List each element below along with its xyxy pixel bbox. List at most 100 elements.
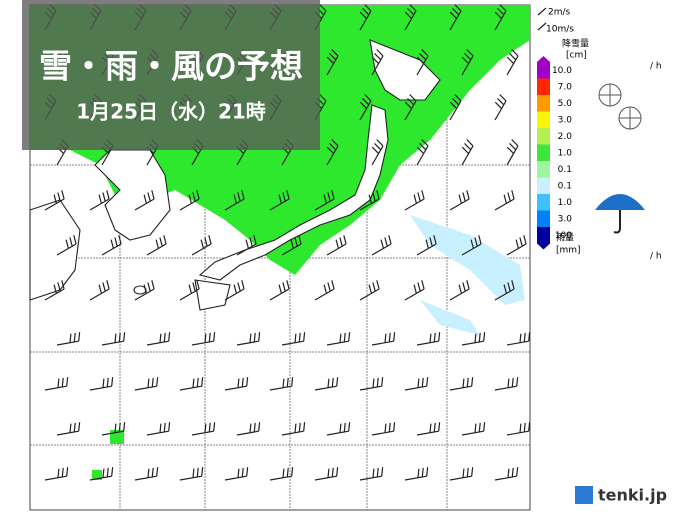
rain-unit: [mm] — [556, 246, 581, 256]
wind-barb — [404, 280, 425, 301]
wind-barb — [56, 332, 81, 346]
wind-barb — [506, 235, 527, 256]
wind-barb — [326, 235, 347, 256]
wind-barb — [449, 377, 474, 391]
wind-barb — [314, 467, 339, 481]
wind-barb — [224, 280, 245, 301]
wind-barb — [134, 280, 155, 301]
wind-barb — [506, 139, 519, 166]
wind-barb — [359, 377, 384, 391]
wind-barb — [326, 139, 339, 166]
wind-legend-icon — [537, 7, 547, 16]
scale-label: 2.0 — [558, 132, 573, 142]
wind-barb — [269, 280, 290, 301]
scale-label: 7.0 — [558, 82, 573, 92]
snow-unit: [cm] — [566, 51, 587, 61]
wind-barb — [359, 280, 380, 301]
wind-barb — [224, 467, 249, 481]
wind-barb — [449, 4, 462, 31]
wind-barb — [404, 377, 429, 391]
wind-barb — [326, 332, 351, 346]
scale-cell — [537, 194, 550, 211]
wind-barb — [314, 190, 335, 211]
scale-cell — [537, 128, 550, 145]
wind-barb — [89, 377, 114, 391]
wind-barb — [449, 280, 470, 301]
wind-barb — [371, 139, 384, 166]
scale-label: 10.0 — [552, 66, 572, 76]
wind-barb — [281, 332, 306, 346]
wind-barb — [416, 139, 429, 166]
title: 雪・雨・風の予想 — [39, 47, 303, 86]
wind-barb — [404, 94, 417, 121]
wind-legend-label: 10m/s — [546, 25, 574, 35]
wind-barb — [191, 422, 216, 436]
wind-barb — [461, 139, 474, 166]
wind-barb — [494, 280, 515, 301]
wind-barb — [371, 235, 392, 256]
wind-barb — [449, 467, 474, 481]
wind-barb — [44, 377, 69, 391]
snow-label: 降雪量 — [562, 38, 589, 50]
scale-label: 1.0 — [558, 198, 573, 208]
wind-barb — [44, 190, 65, 211]
wind-barb — [326, 422, 351, 436]
wind-barb — [281, 422, 306, 436]
wind-barb — [101, 235, 122, 256]
scale-cell — [537, 78, 550, 95]
wind-barb — [44, 280, 65, 301]
wind-barbs — [44, 4, 531, 481]
wind-barb — [494, 467, 519, 481]
wind-legend-icon — [537, 22, 547, 31]
wind-barb — [269, 190, 290, 211]
wind-barb — [461, 422, 486, 436]
wind-legend-label: 2m/s — [548, 8, 571, 18]
wind-barb — [506, 422, 531, 436]
scale-label: 5.0 — [558, 99, 573, 109]
wind-barb — [416, 49, 429, 76]
wind-barb — [236, 235, 257, 256]
wind-barb — [494, 377, 519, 391]
wind-barb — [506, 332, 531, 346]
scale-cell — [537, 95, 550, 112]
snow-icon — [598, 83, 642, 130]
snow-per: / h — [650, 62, 662, 72]
wind-barb — [461, 332, 486, 346]
wind-barb — [494, 190, 515, 211]
wind-barb — [269, 377, 294, 391]
wind-barb — [404, 4, 417, 31]
rain-per: / h — [650, 252, 662, 262]
wind-barb — [461, 49, 474, 76]
wind-barb — [461, 235, 482, 256]
wind-barb — [314, 4, 327, 31]
wind-barb — [224, 190, 245, 211]
title-box — [22, 0, 320, 150]
scale-label: 3.0 — [558, 115, 573, 125]
scale-label: 3.0 — [558, 214, 573, 224]
scale-label: 0.1 — [558, 181, 572, 191]
wind-barb — [89, 280, 110, 301]
wind-barb — [89, 190, 110, 211]
wind-barb — [359, 4, 372, 31]
wind-barb — [134, 467, 159, 481]
wind-barb — [404, 467, 429, 481]
color-scale: 10.0 7.0 5.0 3.0 2.0 1.0 0.1 0.1 1.0 3.0 100 — [537, 56, 572, 250]
scale-cell — [537, 62, 550, 79]
scale-top-arrow — [537, 56, 550, 62]
wind-barb — [191, 332, 216, 346]
wind-barb — [416, 235, 437, 256]
scale-cell — [537, 177, 550, 194]
wind-barb — [404, 190, 425, 211]
scale-label: 0.1 — [558, 165, 572, 175]
wind-barb — [371, 332, 396, 346]
wind-barb — [101, 422, 126, 436]
wind-barb — [314, 94, 327, 121]
brand-logo — [575, 486, 593, 504]
wind-barb — [494, 4, 507, 31]
wind-barb — [359, 467, 384, 481]
wind-barb — [314, 377, 339, 391]
wind-barb — [146, 235, 167, 256]
datetime: 1月25日（水）21時 — [76, 100, 266, 124]
wind-barb — [269, 467, 294, 481]
